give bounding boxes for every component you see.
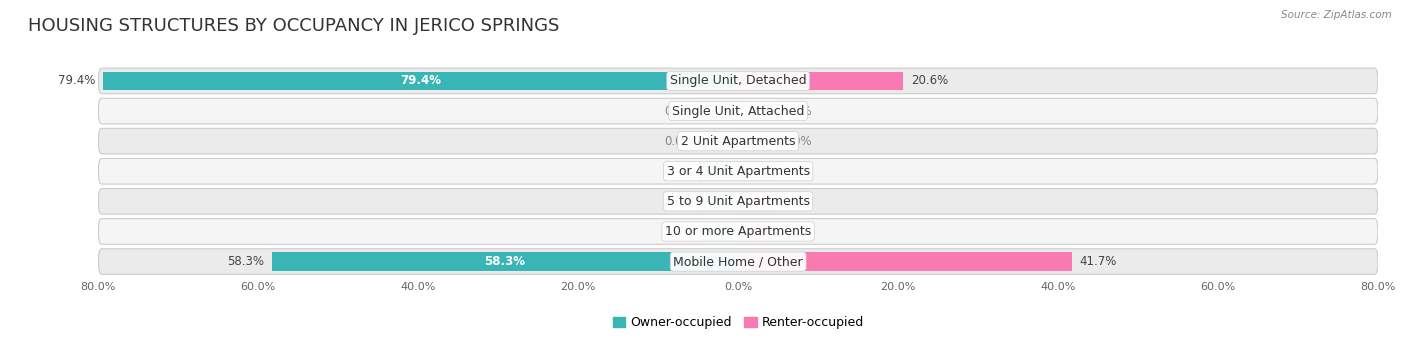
Bar (699, 222, 738, 241)
FancyBboxPatch shape (98, 249, 1378, 275)
Text: Mobile Home / Other: Mobile Home / Other (673, 255, 803, 268)
Text: 79.4%: 79.4% (58, 74, 96, 87)
Text: 20.6%: 20.6% (911, 74, 948, 87)
FancyBboxPatch shape (98, 189, 1378, 214)
Text: 79.4%: 79.4% (401, 74, 441, 87)
Bar (699, 162, 738, 181)
Text: 0.0%: 0.0% (665, 225, 695, 238)
Text: 0.0%: 0.0% (782, 135, 811, 148)
FancyBboxPatch shape (98, 128, 1378, 154)
Text: 5 to 9 Unit Apartments: 5 to 9 Unit Apartments (666, 195, 810, 208)
Bar (738, 102, 778, 120)
Text: 41.7%: 41.7% (1080, 255, 1116, 268)
Text: 0.0%: 0.0% (665, 135, 695, 148)
FancyBboxPatch shape (98, 159, 1378, 184)
Text: 58.3%: 58.3% (226, 255, 264, 268)
Bar (738, 222, 778, 241)
Text: 0.0%: 0.0% (665, 165, 695, 178)
Text: 0.0%: 0.0% (665, 195, 695, 208)
Bar (699, 132, 738, 150)
Bar (699, 102, 738, 120)
Bar (738, 252, 1071, 271)
Text: 0.0%: 0.0% (665, 105, 695, 118)
Text: Single Unit, Detached: Single Unit, Detached (669, 74, 807, 87)
Text: 0.0%: 0.0% (782, 165, 811, 178)
Bar (103, 72, 738, 90)
Text: 58.3%: 58.3% (485, 255, 526, 268)
Bar (738, 132, 778, 150)
FancyBboxPatch shape (98, 98, 1378, 124)
Bar (738, 192, 778, 211)
Bar (738, 162, 778, 181)
Text: 0.0%: 0.0% (782, 195, 811, 208)
Bar (699, 192, 738, 211)
Legend: Owner-occupied, Renter-occupied: Owner-occupied, Renter-occupied (607, 311, 869, 335)
Text: 3 or 4 Unit Apartments: 3 or 4 Unit Apartments (666, 165, 810, 178)
Text: 0.0%: 0.0% (782, 105, 811, 118)
Text: 2 Unit Apartments: 2 Unit Apartments (681, 135, 796, 148)
Text: 0.0%: 0.0% (782, 225, 811, 238)
Bar (271, 252, 738, 271)
FancyBboxPatch shape (98, 219, 1378, 244)
FancyBboxPatch shape (98, 68, 1378, 94)
Text: HOUSING STRUCTURES BY OCCUPANCY IN JERICO SPRINGS: HOUSING STRUCTURES BY OCCUPANCY IN JERIC… (28, 17, 560, 35)
Text: 10 or more Apartments: 10 or more Apartments (665, 225, 811, 238)
Text: Single Unit, Attached: Single Unit, Attached (672, 105, 804, 118)
Text: Source: ZipAtlas.com: Source: ZipAtlas.com (1281, 10, 1392, 20)
Bar (738, 72, 903, 90)
